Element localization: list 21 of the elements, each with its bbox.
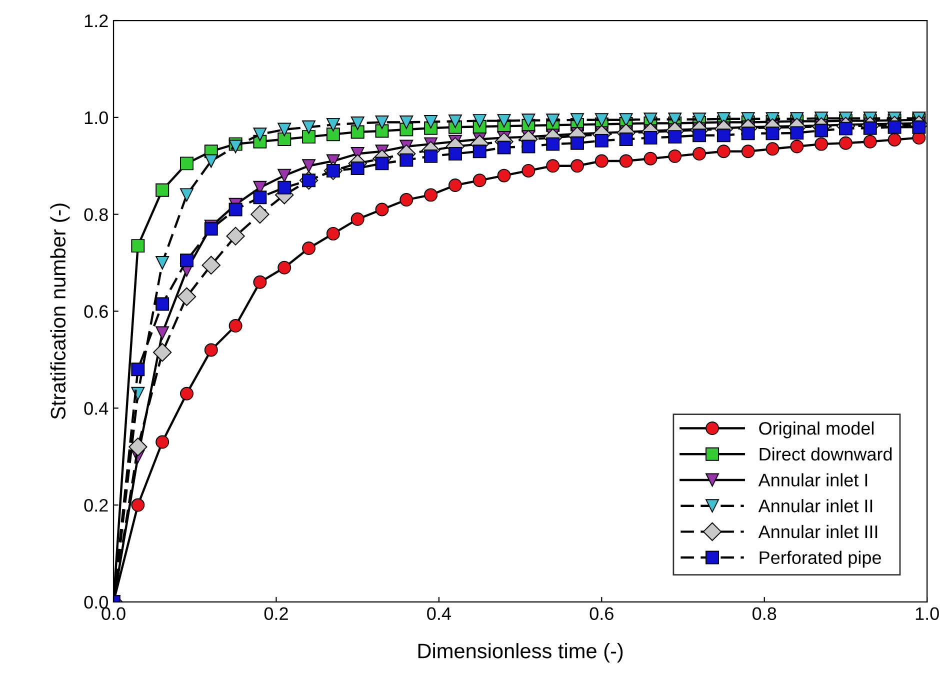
x-tick-label: 0.4: [427, 607, 451, 620]
x-tick-label: 1.0: [916, 607, 939, 620]
y-axis-title: Stratification number (-): [50, 204, 70, 420]
x-tick-label: 0.0: [102, 607, 126, 620]
x-tick-label: 0.2: [264, 607, 288, 620]
legend-label: Annular inlet II: [758, 499, 872, 512]
y-tick-label: 0.2: [84, 498, 108, 512]
legend-label: Direct downward: [760, 447, 892, 461]
legend-label: Annular inlet III: [758, 524, 878, 538]
y-tick-label: 0.0: [84, 596, 108, 609]
x-tick-label: 0.8: [752, 607, 776, 620]
y-tick-label: 1.0: [84, 111, 108, 124]
y-tick-label: 0.4: [84, 402, 108, 415]
y-tick-label: 0.6: [84, 305, 108, 318]
y-tick-label: 1.2: [84, 14, 108, 28]
x-tick-label: 0.6: [590, 607, 614, 620]
y-tick-label: 0.8: [84, 208, 108, 222]
legend-label: Annular inlet I: [758, 473, 868, 486]
legend-label: Perforated pipe: [760, 550, 881, 568]
x-axis-title: Dimensionless time (-): [418, 643, 623, 662]
legend-label: Original model: [759, 421, 874, 438]
